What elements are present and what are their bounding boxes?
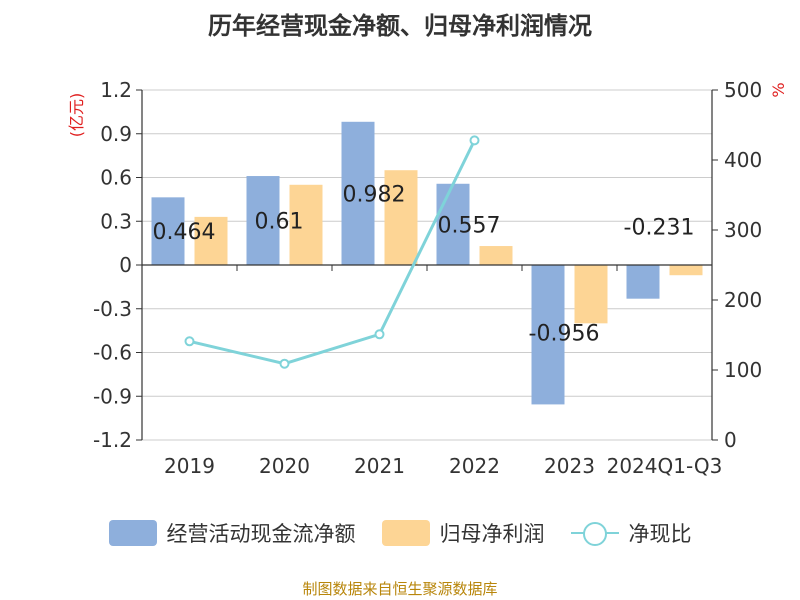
y-left-tick-label: 0.9 bbox=[100, 122, 132, 146]
y-right-unit-label: % bbox=[769, 82, 788, 97]
data-label-cashflow: 0.557 bbox=[438, 213, 501, 238]
y-left-unit-label: (亿元) bbox=[67, 93, 86, 138]
legend-item-profit[interactable]: 归母净利润 bbox=[381, 518, 545, 548]
y-left-tick-label: 0.3 bbox=[100, 209, 132, 233]
legend-label-cashflow: 经营活动现金流净额 bbox=[166, 522, 356, 546]
bar-cashflow bbox=[531, 265, 565, 405]
data-label-cashflow: 0.464 bbox=[153, 220, 216, 245]
y-left-tick-label: -1.2 bbox=[93, 428, 132, 452]
line-ratio bbox=[189, 139, 476, 366]
legend-swatch-cashflow bbox=[108, 520, 157, 546]
legend-swatch-profit bbox=[381, 520, 430, 546]
y-left-tick-label: -0.6 bbox=[93, 341, 132, 365]
data-label-cashflow: 0.982 bbox=[343, 182, 406, 207]
bar-cashflow bbox=[341, 121, 375, 266]
point-ratio bbox=[184, 336, 195, 347]
data-label-cashflow: 0.61 bbox=[255, 210, 304, 235]
y-left-tick-label: -0.3 bbox=[93, 297, 132, 321]
data-label-cashflow: -0.231 bbox=[624, 216, 695, 241]
point-ratio bbox=[279, 358, 290, 369]
bar-cashflow bbox=[436, 183, 470, 265]
point-ratio bbox=[374, 329, 385, 340]
y-left-tick-label: 1.2 bbox=[100, 78, 132, 102]
point-ratio bbox=[469, 135, 480, 146]
bar-profit bbox=[289, 184, 323, 265]
y-left-tick-label: 0 bbox=[119, 253, 132, 277]
x-tick-label: 2020 bbox=[259, 454, 310, 478]
legend-item-cashflow[interactable]: 经营活动现金流净额 bbox=[108, 518, 356, 548]
bar-profit bbox=[194, 216, 228, 265]
y-right-tick-label: 200 bbox=[724, 288, 762, 312]
x-tick-label: 2019 bbox=[164, 454, 215, 478]
legend: 经营活动现金流净额 归母净利润 净现比 bbox=[0, 518, 800, 548]
y-right-tick-label: 500 bbox=[724, 78, 762, 102]
bar-profit bbox=[479, 246, 513, 265]
legend-item-ratio[interactable]: 净现比 bbox=[570, 518, 692, 548]
chart-title: 历年经营现金净额、归母净利润情况 bbox=[208, 12, 592, 40]
legend-label-ratio: 净现比 bbox=[628, 522, 692, 546]
bar-profit bbox=[669, 265, 703, 276]
bar-cashflow bbox=[626, 265, 660, 299]
bar-cashflow bbox=[151, 197, 185, 265]
x-tick-label: 2023 bbox=[544, 454, 595, 478]
bar-cashflow bbox=[246, 176, 280, 265]
y-right-tick-label: 0 bbox=[724, 428, 737, 452]
bar-profit bbox=[574, 265, 608, 324]
source-note: 制图数据来自恒生聚源数据库 bbox=[302, 580, 498, 598]
legend-label-profit: 归母净利润 bbox=[439, 522, 545, 546]
data-label-cashflow: -0.956 bbox=[529, 321, 600, 346]
x-tick-label: 2022 bbox=[449, 454, 500, 478]
x-tick-label: 2021 bbox=[354, 454, 405, 478]
x-tick-label: 2024Q1-Q3 bbox=[607, 454, 723, 478]
y-left-tick-label: -0.9 bbox=[93, 384, 132, 408]
bar-profit bbox=[384, 170, 418, 265]
legend-line-ratio-icon bbox=[570, 520, 619, 546]
y-right-tick-label: 400 bbox=[724, 148, 762, 172]
y-right-tick-label: 100 bbox=[724, 358, 762, 382]
y-right-tick-label: 300 bbox=[724, 218, 762, 242]
y-left-tick-label: 0.6 bbox=[100, 166, 132, 190]
